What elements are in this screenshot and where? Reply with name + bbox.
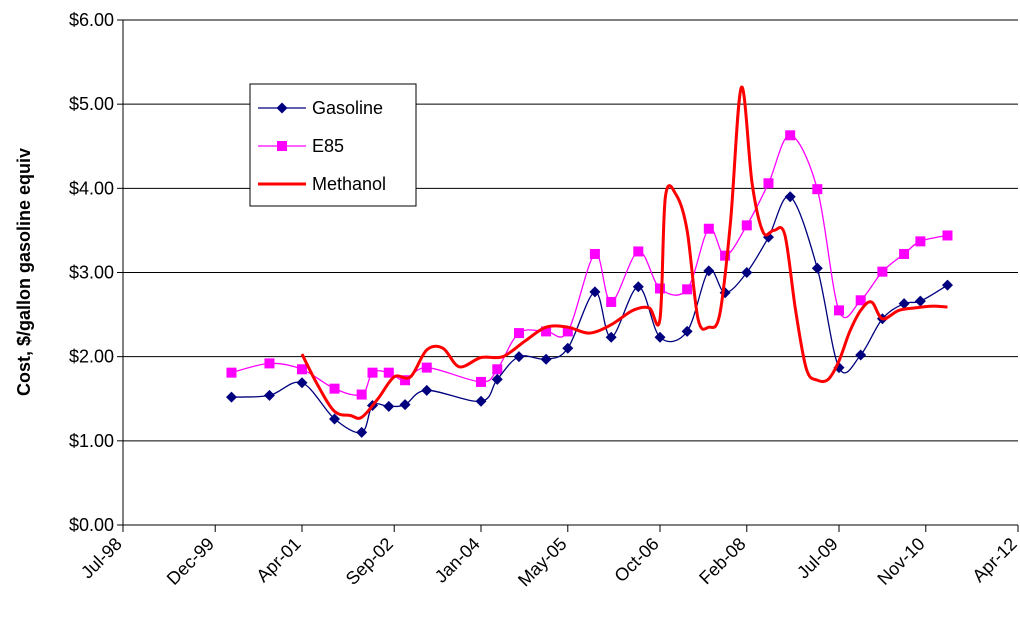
x-tick-label: Sep-02 [342, 534, 397, 589]
legend-marker-e85 [277, 141, 287, 151]
e85-point [513, 328, 524, 339]
gasoline-point [540, 353, 552, 365]
gasoline-point [605, 331, 617, 343]
x-tick-label: Feb-08 [695, 534, 749, 588]
x-tick-label: Jan-04 [431, 534, 484, 587]
e85-point [562, 326, 573, 337]
series-e85 [226, 130, 953, 400]
y-tick-label: $1.00 [69, 431, 114, 451]
legend-label-methanol: Methanol [312, 174, 386, 194]
gasoline-point [356, 426, 368, 438]
y-tick-label: $3.00 [69, 263, 114, 283]
gasoline-point [513, 351, 525, 363]
gasoline-point [654, 331, 666, 343]
e85-point [763, 178, 774, 189]
y-tick-label: $0.00 [69, 515, 114, 535]
gridlines [123, 19, 1018, 442]
e85-point [834, 305, 844, 316]
gasoline-point [632, 281, 644, 293]
e85-point [785, 130, 796, 141]
e85-point [682, 284, 693, 295]
e85-point [720, 250, 731, 261]
legend-label-gasoline: Gasoline [312, 98, 383, 118]
gasoline-point [491, 373, 503, 385]
e85-point [367, 367, 378, 378]
gasoline-point [784, 191, 796, 203]
x-tick-label: Dec-99 [163, 534, 218, 589]
y-tick-label: $6.00 [69, 10, 114, 30]
e85-point [356, 389, 367, 400]
e85-point [589, 248, 600, 259]
gasoline-point [589, 286, 601, 298]
x-tick-label: Apr-12 [968, 534, 1020, 586]
gasoline-point [811, 262, 823, 274]
e85-point [633, 246, 644, 257]
e85-point [942, 230, 953, 241]
e85-point [741, 220, 752, 231]
e85-point [297, 364, 307, 375]
x-tick-label: Oct-06 [610, 534, 662, 586]
e85-point [421, 362, 432, 373]
x-tick-label: Apr-01 [252, 534, 304, 586]
x-tick-label: Jul-09 [793, 534, 842, 583]
series-methanol [300, 85, 948, 420]
gasoline-point [475, 395, 487, 407]
methanol-line [300, 85, 948, 420]
y-axis-ticks: $0.00 $1.00 $2.00 $3.00 $4.00 $5.00 $6.00 [69, 10, 123, 535]
e85-point [226, 367, 237, 378]
e85-point [400, 375, 411, 386]
gasoline-point [855, 349, 867, 361]
y-tick-label: $2.00 [69, 347, 114, 367]
x-tick-label: Nov-10 [873, 534, 928, 589]
y-tick-label: $5.00 [69, 94, 114, 114]
e85-point [329, 383, 340, 394]
e85-point [655, 283, 665, 294]
gasoline-point [399, 399, 411, 411]
e85-point [899, 248, 910, 259]
gasoline-point [898, 298, 910, 310]
e85-point [541, 326, 552, 337]
y-tick-label: $4.00 [69, 178, 114, 198]
e85-point [812, 184, 823, 195]
e85-point [383, 367, 394, 378]
gasoline-point [421, 384, 433, 396]
e85-point [606, 296, 617, 307]
legend-label-e85: E85 [312, 136, 344, 156]
e85-point [703, 223, 714, 234]
e85-point [877, 266, 888, 277]
e85-point [264, 358, 275, 369]
gasoline-point [741, 267, 753, 278]
e85-point [492, 364, 503, 375]
x-tick-label: May-05 [514, 534, 571, 591]
y-axis-title: Cost, $/gallon gasoline equiv [14, 148, 34, 396]
e85-point [915, 236, 926, 247]
x-tick-label: Jul-98 [77, 534, 126, 583]
legend-marker-gasoline [276, 102, 288, 114]
e85-point [855, 295, 866, 306]
gasoline-point [383, 400, 395, 412]
gasoline-point [703, 265, 715, 277]
gasoline-point [914, 295, 926, 307]
x-axis-ticks: Jul-98 Dec-99 Apr-01 Sep-02 Jan-04 May-05 Oct-… [77, 525, 1020, 590]
gasoline-point [296, 377, 308, 389]
gasoline-point [225, 391, 237, 403]
gasoline-point [681, 325, 693, 337]
legend: Gasoline E85 Methanol [249, 83, 417, 207]
gasoline-point [329, 413, 341, 425]
gasoline-point [941, 279, 953, 291]
e85-point [476, 376, 486, 387]
series-layer [225, 85, 953, 438]
gasoline-point [562, 342, 574, 354]
gasoline-point [263, 389, 275, 401]
